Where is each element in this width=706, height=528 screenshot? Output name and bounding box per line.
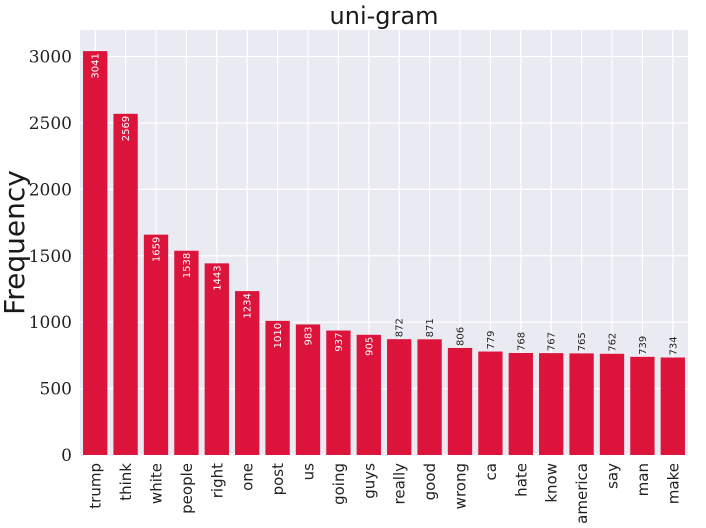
- data-label: 3041: [91, 53, 102, 78]
- y-tick-label: 0: [61, 446, 72, 466]
- x-tick-label: know: [543, 463, 561, 503]
- bar-people: [174, 250, 199, 455]
- bar-say: [599, 353, 625, 455]
- data-label: 806: [456, 327, 467, 346]
- chart-title: uni-gram: [330, 2, 439, 30]
- plot-background: [80, 30, 688, 455]
- data-label: 768: [516, 332, 527, 351]
- data-label: 767: [547, 332, 558, 351]
- y-tick-label: 2500: [29, 114, 72, 134]
- bar-trump: [83, 51, 108, 455]
- data-label: 1538: [182, 253, 193, 278]
- bar-post: [265, 320, 290, 455]
- bar-guys: [356, 334, 381, 455]
- y-tick-label: 500: [40, 380, 72, 400]
- data-label: 1010: [273, 323, 284, 348]
- data-label: 983: [304, 326, 315, 345]
- bar-make: [660, 357, 685, 455]
- data-label: 739: [638, 336, 649, 355]
- x-tick-label: really: [391, 463, 409, 505]
- y-tick-label: 2000: [29, 180, 72, 200]
- x-tick-label: post: [269, 463, 287, 496]
- bar-man: [630, 356, 655, 455]
- data-label: 871: [425, 318, 436, 337]
- x-tick-label: right: [208, 463, 226, 498]
- x-tick-label: think: [117, 463, 135, 501]
- bar-going: [326, 330, 351, 455]
- data-label: 2569: [121, 116, 132, 141]
- bar-know: [539, 353, 564, 455]
- x-tick-labels: trump think white people right one post us going…: [87, 463, 683, 524]
- data-label: 779: [486, 330, 497, 349]
- bar-ca: [478, 351, 503, 455]
- x-tick-label: say: [604, 463, 622, 489]
- x-tick-label: going: [330, 463, 348, 505]
- bar-wrong: [447, 347, 473, 455]
- x-tick-label: one: [239, 463, 257, 491]
- x-tick-label: wrong: [452, 463, 470, 509]
- y-tick-label: 3000: [29, 48, 72, 68]
- x-tick-label: white: [148, 463, 166, 504]
- x-tick-label: hate: [512, 463, 530, 497]
- y-axis-label: Frequency: [0, 170, 31, 315]
- bar-us: [295, 324, 321, 455]
- x-tick-label: make: [664, 463, 682, 504]
- data-label: 1443: [212, 265, 223, 290]
- x-tick-label: people: [178, 463, 196, 514]
- data-labels: 3041 2569 1659 1538 1443 1234 1010 983 937 905 872…: [91, 53, 680, 356]
- data-label: 905: [364, 337, 375, 356]
- data-label: 765: [577, 332, 588, 351]
- bar-white: [143, 234, 169, 455]
- bar-right: [204, 263, 229, 455]
- data-label: 872: [395, 318, 406, 337]
- data-label: 762: [608, 333, 619, 352]
- data-label: 937: [334, 333, 345, 352]
- x-tick-label: trump: [87, 463, 105, 509]
- y-tick-label: 1000: [29, 313, 72, 333]
- x-tick-label: man: [634, 463, 652, 496]
- bar-hate: [508, 353, 533, 455]
- x-tick-label: us: [300, 463, 318, 481]
- bar-really: [387, 339, 412, 455]
- bar-think: [113, 113, 138, 455]
- bar-america: [569, 353, 594, 455]
- x-tick-label: good: [421, 463, 439, 500]
- x-tick-label: america: [573, 463, 591, 524]
- x-tick-label: ca: [482, 463, 500, 480]
- y-tick-labels: 0 500 1000 1500 2000 2500 3000: [29, 48, 72, 466]
- data-label: 734: [668, 336, 679, 355]
- data-label: 1234: [243, 293, 254, 318]
- bars: [83, 51, 685, 455]
- y-tick-label: 1500: [29, 247, 72, 267]
- bar-good: [417, 339, 442, 455]
- bar-one: [235, 291, 260, 455]
- data-label: 1659: [152, 237, 163, 262]
- x-tick-label: guys: [360, 463, 378, 499]
